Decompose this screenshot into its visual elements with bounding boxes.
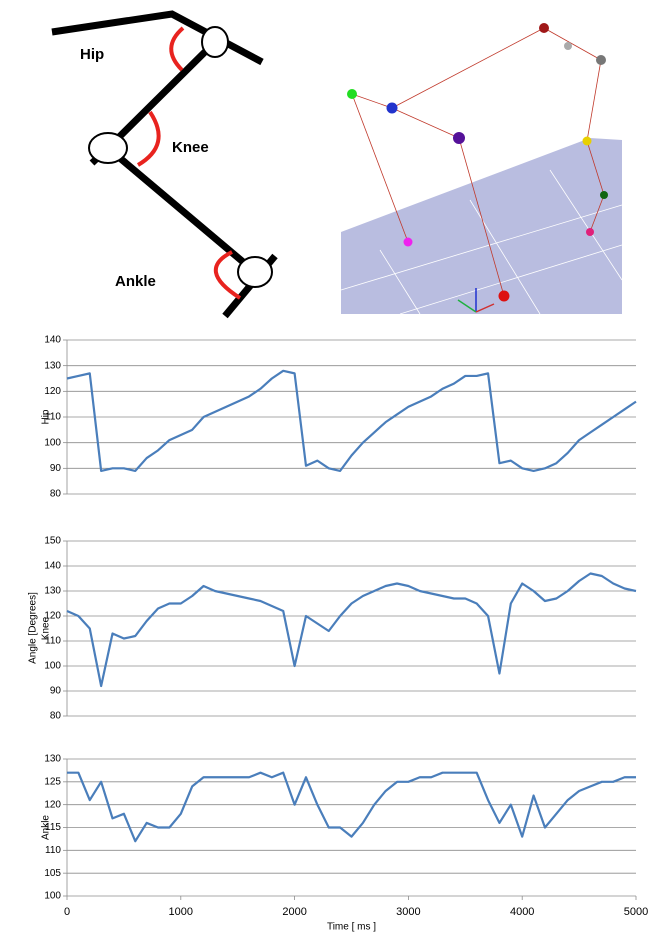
floor-plane [341, 138, 622, 314]
data-line [67, 773, 636, 842]
hip-angle-arc [171, 28, 183, 70]
y-tick-label: 80 [50, 489, 62, 500]
knee-joint [89, 133, 127, 163]
y-axis-label: Knee [41, 616, 52, 640]
y-tick-label: 80 [50, 711, 62, 722]
x-tick-label: 0 [64, 906, 70, 918]
data-line [67, 371, 636, 471]
data-line [67, 574, 636, 687]
y-tick-label: 125 [44, 776, 61, 787]
y-tick-label: 90 [50, 463, 62, 474]
y-tick-label: 130 [44, 754, 61, 765]
ankle-label: Ankle [115, 273, 156, 290]
y-tick-label: 130 [44, 586, 61, 597]
y-tick-label: 100 [44, 661, 61, 672]
y-tick-label: 130 [44, 360, 61, 371]
ankle-joint [238, 257, 272, 287]
y-axis-label: Ankle [41, 815, 52, 840]
y-tick-label: 100 [44, 891, 61, 902]
skeleton-3d-view [341, 23, 622, 314]
x-tick-label: 4000 [510, 906, 534, 918]
y-axis-label: Hip [41, 409, 52, 424]
y-tick-label: 120 [44, 386, 61, 397]
figure: Hip Knee Ankle Angle [D [0, 0, 657, 935]
shared-y-axis-label: Angle [Degrees] [28, 592, 39, 664]
y-tick-label: 110 [45, 845, 61, 856]
y-tick-label: 90 [50, 686, 62, 697]
y-tick-label: 140 [44, 335, 61, 346]
x-tick-label: 5000 [624, 906, 648, 918]
x-axis-label: Time [ ms ] [327, 922, 376, 933]
y-tick-label: 120 [44, 799, 61, 810]
knee-label: Knee [172, 139, 209, 156]
y-tick-label: 150 [44, 536, 61, 547]
leg-segment [108, 42, 255, 272]
y-tick-label: 140 [44, 561, 61, 572]
hip-joint [202, 27, 228, 57]
y-tick-label: 100 [44, 437, 61, 448]
hip-label: Hip [80, 46, 104, 63]
page: Hip Knee Ankle Angle [D [0, 0, 657, 935]
y-tick-label: 105 [44, 868, 61, 879]
x-tick-label: 2000 [282, 906, 306, 918]
x-tick-label: 1000 [169, 906, 193, 918]
x-tick-label: 3000 [396, 906, 420, 918]
